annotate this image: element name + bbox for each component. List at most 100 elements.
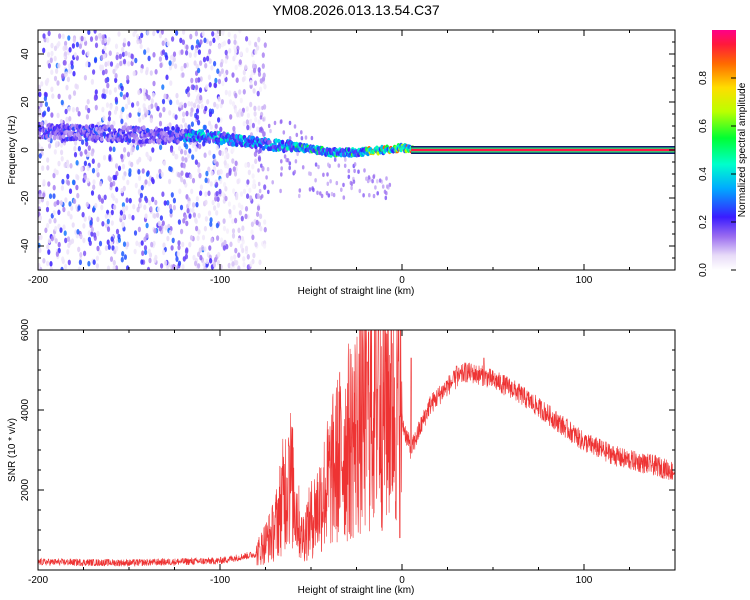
- spectrogram-cell: [128, 168, 132, 174]
- spectrogram-cell: [249, 79, 253, 86]
- spectrogram-cell: [189, 173, 193, 180]
- spectrogram-cell: [55, 68, 59, 74]
- spectrogram-cell: [104, 245, 108, 251]
- spectrogram-cell: [187, 124, 191, 130]
- spectrogram-cell: [63, 230, 67, 236]
- spectrogram-cell: [237, 227, 241, 234]
- spectrogram-cell: [160, 263, 164, 269]
- spectrogram-cell: [122, 213, 126, 220]
- spectrogram-cell: [257, 168, 260, 173]
- spectrogram-cell: [254, 158, 258, 165]
- spectrogram-cell: [38, 247, 42, 254]
- spectrogram-cell: [90, 226, 94, 233]
- spectrogram-cell: [208, 150, 212, 156]
- spectrogram-cell: [209, 258, 213, 264]
- spectrogram-cell: [298, 188, 302, 193]
- spectrogram-cell: [206, 99, 210, 105]
- spectrogram-cell: [145, 171, 150, 177]
- spectrogram-cell: [115, 163, 119, 169]
- spectrogram-cell: [200, 103, 204, 110]
- spectrogram-cell: [112, 120, 116, 127]
- spectrogram-cell: [241, 225, 245, 231]
- spectrogram-cell: [138, 241, 142, 248]
- spectrogram-cell: [209, 221, 213, 227]
- spectrogram-cell: [138, 175, 142, 181]
- spectrogram-cell: [143, 95, 147, 102]
- spectrogram-cell: [231, 233, 236, 239]
- spectrogram-cell: [68, 188, 73, 194]
- spectrogram-cell: [67, 210, 71, 217]
- spectrogram-cell: [101, 69, 106, 76]
- spectrogram-cell: [227, 201, 231, 207]
- spectrogram-cell: [86, 177, 90, 184]
- spectrogram-cell: [157, 220, 161, 227]
- spectrogram-cell: [50, 50, 54, 57]
- spectrogram-cell: [197, 162, 201, 168]
- spectrogram-cell: [57, 41, 61, 47]
- spectrogram-cell: [185, 172, 189, 178]
- spectrogram-cell: [126, 241, 130, 248]
- spectrogram-cell: [120, 187, 124, 194]
- spectrogram-cell: [352, 179, 356, 184]
- spectrogram-cell: [66, 236, 71, 242]
- spectrogram-cell: [144, 249, 148, 256]
- spectrogram-cell: [197, 263, 201, 269]
- spectrogram-cell: [61, 73, 65, 79]
- spectrogram-cell: [120, 153, 124, 160]
- spectrogram-cell: [48, 143, 52, 149]
- spectrogram-cell: [89, 36, 94, 42]
- spectrogram-cell: [159, 215, 163, 221]
- spectrogram-cell: [251, 234, 255, 241]
- spectrogram-cell: [59, 227, 63, 233]
- y-tick-label: 0: [20, 147, 31, 153]
- colorbar-tick-label: 0.2: [698, 215, 709, 229]
- spectrogram-cell: [144, 179, 148, 185]
- spectrogram-cell: [293, 169, 297, 175]
- spectrogram-cell: [213, 101, 217, 108]
- spectrogram-cell: [168, 229, 172, 236]
- spectrogram-cell: [263, 184, 267, 190]
- spectrogram-cell: [42, 33, 46, 39]
- spectrogram-cell: [105, 88, 109, 95]
- spectrogram-cell: [192, 254, 196, 261]
- spectrogram-cell: [232, 166, 236, 172]
- spectrogram-cell: [199, 94, 203, 101]
- spectrogram-cell: [222, 218, 226, 224]
- spectrogram-cell: [73, 52, 77, 58]
- spectrogram-cell: [232, 204, 236, 211]
- spectrogram-cell: [249, 261, 253, 267]
- spectrogram-cell: [121, 251, 125, 257]
- spectrogram-cell: [63, 60, 67, 66]
- spectrogram-cell: [244, 64, 248, 70]
- spectrogram-cell: [249, 101, 253, 108]
- spectrogram-cell: [225, 228, 230, 234]
- spectrogram-cell: [257, 149, 261, 155]
- spectrogram-cell: [232, 188, 236, 194]
- spectrogram-cell: [130, 132, 135, 138]
- spectrogram-cell: [101, 106, 105, 113]
- spectrogram-cell: [175, 30, 179, 36]
- spectrogram-cell: [126, 265, 130, 270]
- spectrogram-cell: [182, 162, 186, 169]
- spectrogram-cell: [213, 82, 218, 89]
- spectrogram-cell: [190, 84, 194, 90]
- spectrogram-cell: [108, 89, 112, 96]
- spectrogram-cell: [314, 162, 318, 167]
- spectrogram-cell: [234, 217, 238, 224]
- spectrogram-cell: [47, 63, 52, 69]
- spectrogram-cell: [95, 167, 99, 173]
- spectrogram-cell: [329, 179, 332, 184]
- snr-series-line: [38, 330, 675, 567]
- spectrogram-cell: [327, 162, 330, 167]
- spectrogram-cell: [151, 92, 155, 98]
- spectrogram-cell: [44, 227, 48, 234]
- spectrogram-cell: [227, 38, 231, 45]
- spectrogram-cell: [286, 158, 290, 163]
- snr-panel: -200 -100 0 100 2000 4000 6000 Height of stra…: [7, 318, 676, 596]
- spectrogram-cell: [53, 75, 58, 82]
- spectrogram-cell: [108, 156, 112, 162]
- spectrogram-cell: [183, 102, 187, 109]
- spectrogram-cell: [162, 249, 166, 256]
